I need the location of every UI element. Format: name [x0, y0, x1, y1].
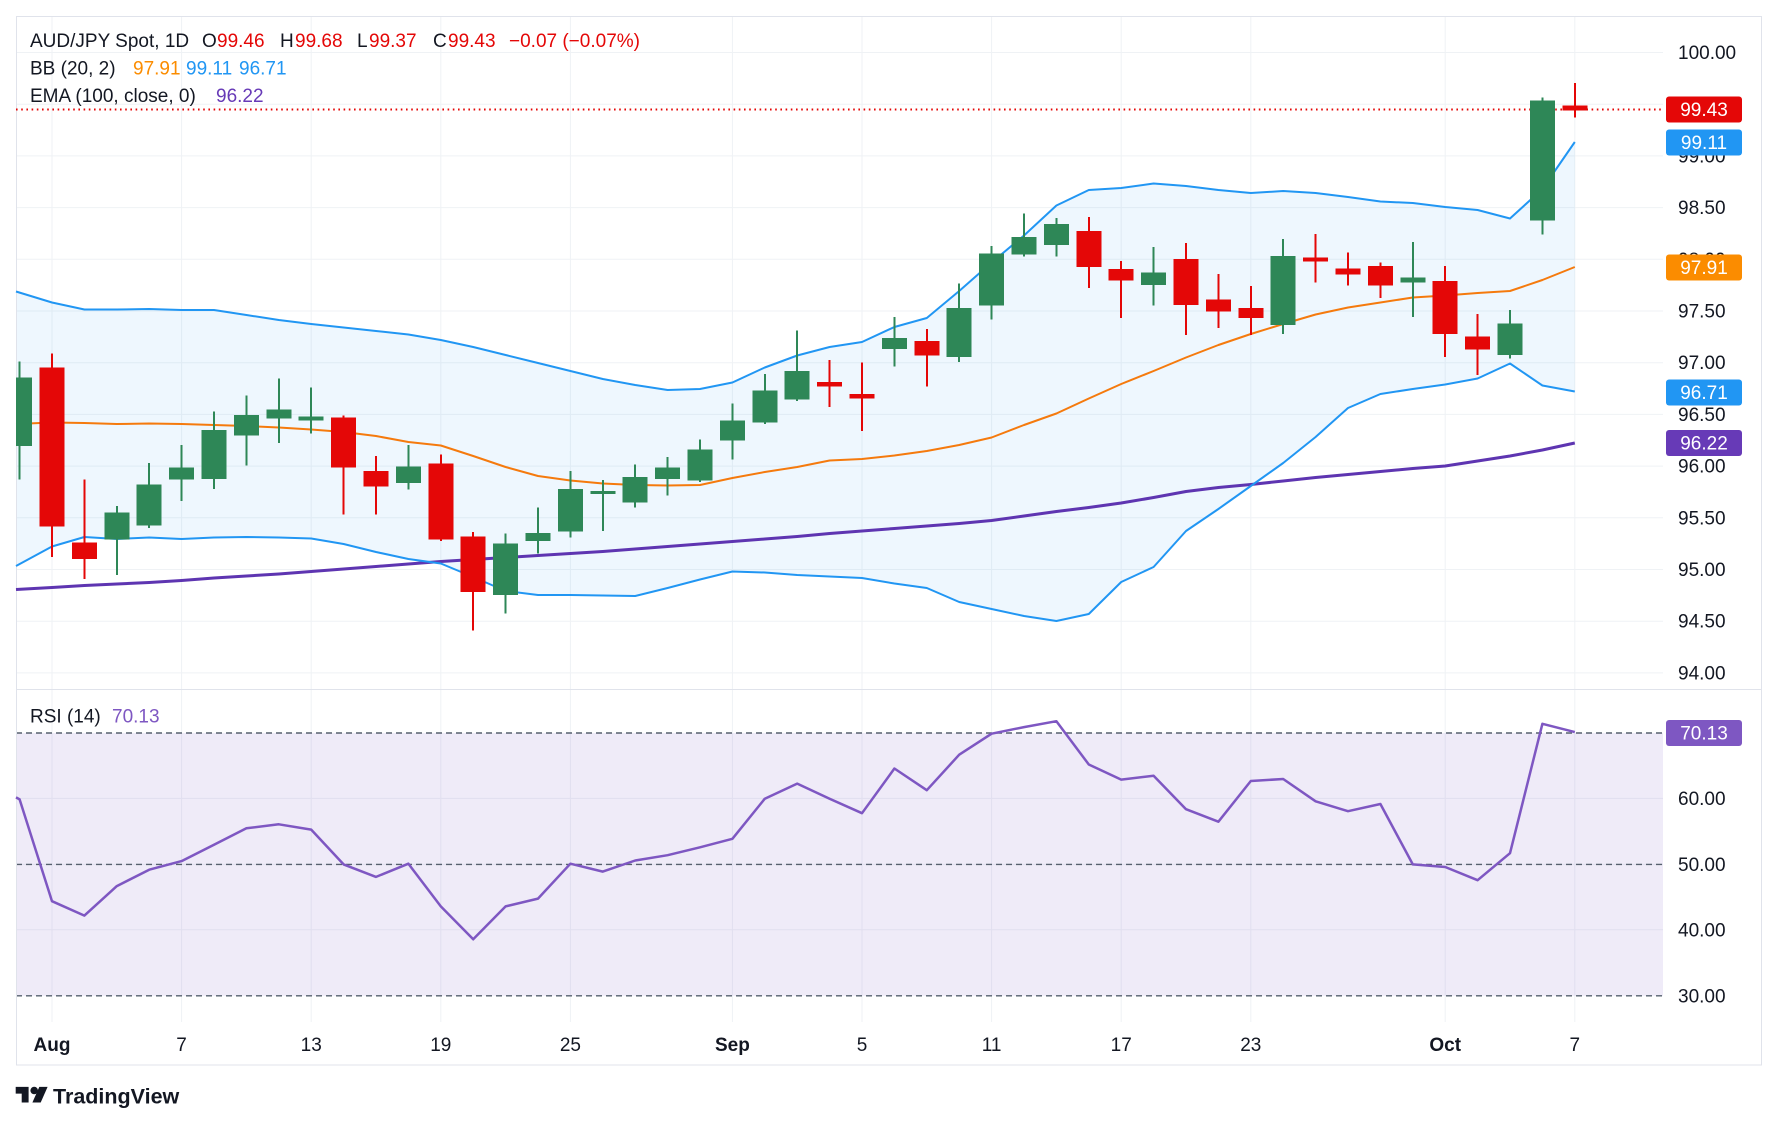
svg-text:96.22: 96.22 [216, 86, 264, 107]
svg-text:99.43: 99.43 [448, 31, 496, 52]
svg-text:17: 17 [1111, 1035, 1132, 1056]
svg-text:99.43: 99.43 [1680, 100, 1728, 121]
svg-text:94.00: 94.00 [1678, 663, 1726, 684]
svg-text:96.22: 96.22 [1680, 434, 1728, 455]
svg-text:96.71: 96.71 [1680, 383, 1728, 404]
svg-text:O: O [202, 31, 217, 52]
svg-text:EMA (100, close, 0): EMA (100, close, 0) [30, 86, 196, 107]
svg-text:23: 23 [1240, 1035, 1261, 1056]
svg-text:95.50: 95.50 [1678, 508, 1726, 529]
svg-text:96.71: 96.71 [239, 59, 287, 80]
svg-text:L: L [357, 31, 368, 52]
svg-text:5: 5 [857, 1035, 868, 1056]
svg-text:25: 25 [560, 1035, 581, 1056]
svg-text:AUD/JPY Spot, 1D: AUD/JPY Spot, 1D [30, 31, 189, 52]
svg-text:97.00: 97.00 [1678, 353, 1726, 374]
svg-text:99.37: 99.37 [369, 31, 417, 52]
svg-text:96.00: 96.00 [1678, 457, 1726, 478]
svg-text:TradingView: TradingView [53, 1085, 180, 1109]
svg-text:H: H [280, 31, 294, 52]
svg-text:95.00: 95.00 [1678, 560, 1726, 581]
svg-text:70.13: 70.13 [1680, 724, 1728, 745]
svg-text:94.50: 94.50 [1678, 612, 1726, 633]
svg-text:11: 11 [982, 1035, 1002, 1056]
svg-text:97.50: 97.50 [1678, 302, 1726, 323]
svg-text:99.68: 99.68 [295, 31, 343, 52]
svg-text:19: 19 [430, 1035, 451, 1056]
svg-text:97.91: 97.91 [1680, 258, 1728, 279]
svg-text:99.46: 99.46 [217, 31, 265, 52]
svg-text:50.00: 50.00 [1678, 855, 1726, 876]
svg-text:100.00: 100.00 [1678, 43, 1736, 64]
svg-text:C: C [433, 31, 447, 52]
svg-text:96.50: 96.50 [1678, 405, 1726, 426]
svg-text:Aug: Aug [34, 1035, 71, 1056]
svg-text:60.00: 60.00 [1678, 789, 1726, 810]
svg-text:99.11: 99.11 [186, 59, 232, 80]
svg-text:7: 7 [1570, 1035, 1581, 1056]
svg-text:98.50: 98.50 [1678, 198, 1726, 219]
svg-text:13: 13 [301, 1035, 322, 1056]
svg-text:99.11: 99.11 [1681, 133, 1727, 154]
svg-text:70.13: 70.13 [112, 707, 160, 728]
svg-text:40.00: 40.00 [1678, 920, 1726, 941]
svg-text:Oct: Oct [1429, 1035, 1461, 1056]
svg-text:RSI (14): RSI (14) [30, 707, 101, 728]
svg-text:−0.07 (−0.07%): −0.07 (−0.07%) [509, 31, 640, 52]
svg-text:30.00: 30.00 [1678, 986, 1726, 1007]
svg-text:7: 7 [176, 1035, 187, 1056]
svg-text:Sep: Sep [715, 1035, 750, 1056]
svg-text:BB (20, 2): BB (20, 2) [30, 59, 116, 80]
svg-text:97.91: 97.91 [133, 59, 181, 80]
